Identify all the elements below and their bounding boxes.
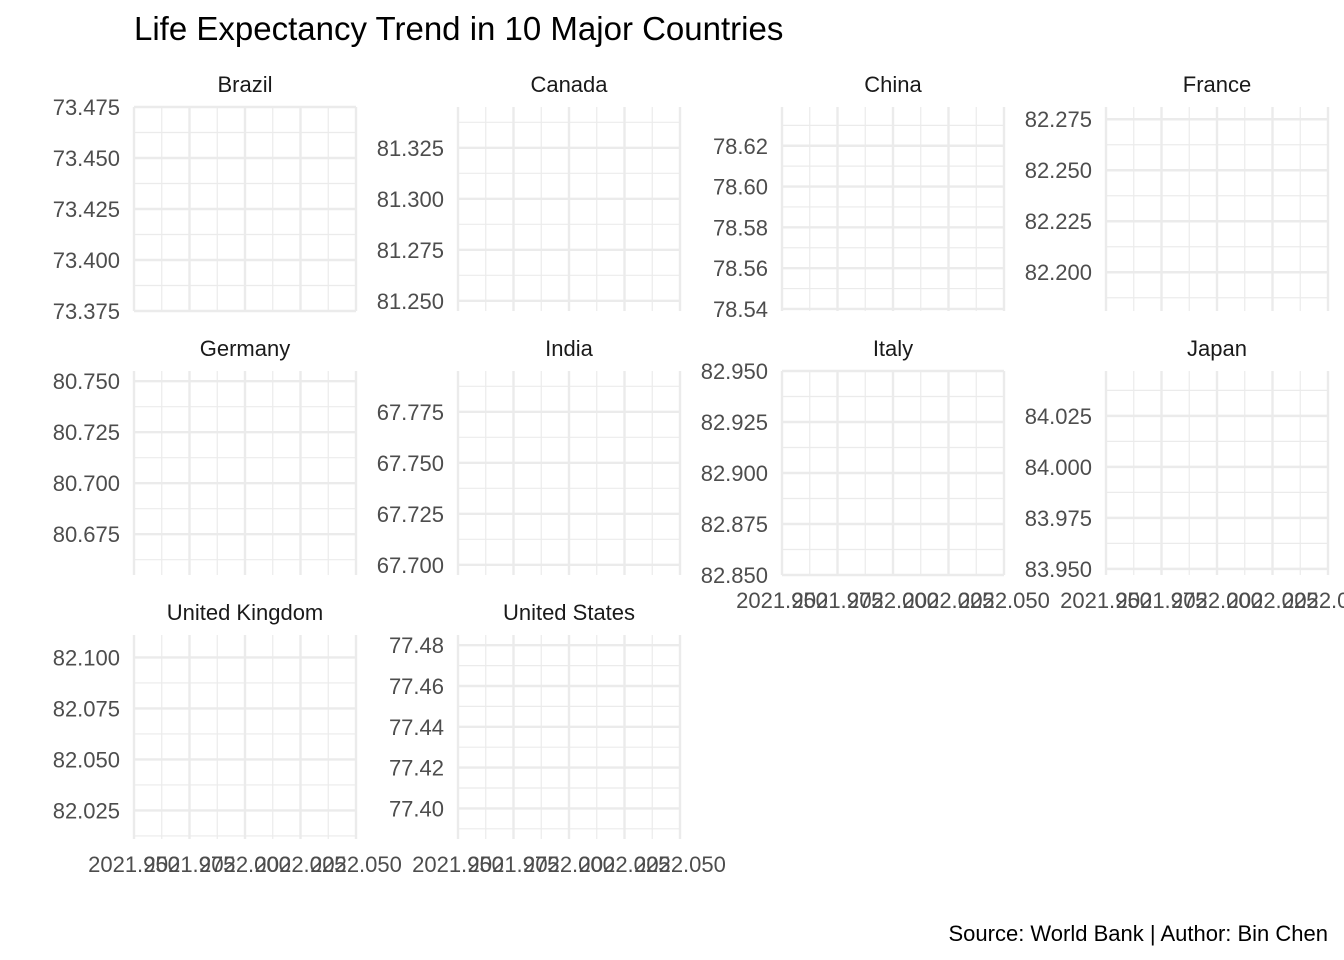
y-tick-label: 81.300 xyxy=(377,187,444,212)
y-tick-label: 82.925 xyxy=(701,410,768,435)
y-tick-label: 77.42 xyxy=(389,756,444,781)
y-tick-label: 80.700 xyxy=(53,471,120,496)
y-tick-label: 80.675 xyxy=(53,522,120,547)
x-tick-label: 2022.000 xyxy=(847,588,939,613)
facet-label-japan: Japan xyxy=(1187,336,1247,361)
facet-india: 67.700 67.725 67.750 67.775 India xyxy=(377,336,682,578)
x-tick-label: 2021.975 xyxy=(144,852,236,877)
facet-brazil: 73.375 73.400 73.425 73.450 73.475 Brazil xyxy=(53,72,358,324)
x-tick-label: 2022.000 xyxy=(523,852,615,877)
x-tick-label: 2021.975 xyxy=(468,852,560,877)
facet-italy: 82.85082.87582.90082.92582.9502021.95020… xyxy=(701,336,1050,613)
y-tick-label: 73.375 xyxy=(53,299,120,324)
y-tick-label: 77.40 xyxy=(389,796,444,821)
y-tick-label: 83.950 xyxy=(1025,557,1092,582)
y-tick-label: 84.000 xyxy=(1025,455,1092,480)
y-tick-label: 67.775 xyxy=(377,400,444,425)
x-tick-label: 2022.050 xyxy=(1282,588,1344,613)
y-tick-label: 82.025 xyxy=(53,798,120,823)
facet-label-brazil: Brazil xyxy=(217,72,272,97)
x-tick-label: 2022.000 xyxy=(199,852,291,877)
y-tick-label: 81.325 xyxy=(377,136,444,161)
facet-united-states: 77.40 77.42 77.44 77.46 77.48 2021.9502021.97… xyxy=(389,600,726,877)
y-tick-label: 77.48 xyxy=(389,633,444,658)
y-tick-label: 67.750 xyxy=(377,451,444,476)
y-tick-label: 73.400 xyxy=(53,248,120,273)
x-tick-label: 2021.975 xyxy=(792,588,884,613)
chart-caption: Source: World Bank | Author: Bin Chen xyxy=(948,921,1328,946)
y-tick-label: 81.275 xyxy=(377,238,444,263)
y-tick-label: 82.075 xyxy=(53,696,120,721)
y-tick-label: 82.900 xyxy=(701,461,768,486)
facet-label-united-kingdom: United Kingdom xyxy=(167,600,324,625)
y-tick-label: 82.275 xyxy=(1025,107,1092,132)
y-tick-label: 78.54 xyxy=(713,297,768,322)
y-tick-label: 82.225 xyxy=(1025,209,1092,234)
y-tick-label: 81.250 xyxy=(377,289,444,314)
x-tick-label: 2021.950 xyxy=(1060,588,1152,613)
facet-label-canada: Canada xyxy=(530,72,608,97)
facet-panels: 73.375 73.400 73.425 73.450 73.475 Brazil 81.2… xyxy=(53,72,1344,877)
x-tick-label: 2022.025 xyxy=(579,852,671,877)
chart-title: Life Expectancy Trend in 10 Major Countr… xyxy=(134,10,783,47)
facet-label-china: China xyxy=(864,72,922,97)
y-tick-label: 78.58 xyxy=(713,215,768,240)
y-tick-label: 67.725 xyxy=(377,502,444,527)
facet-germany: 80.675 80.700 80.725 80.750 Germany xyxy=(53,336,358,575)
facet-japan: 83.950 83.975 84.000 84.025 2021.9502021.975… xyxy=(1025,336,1344,613)
facet-label-germany: Germany xyxy=(200,336,290,361)
x-tick-label: 2022.025 xyxy=(903,588,995,613)
y-tick-label: 67.700 xyxy=(377,553,444,578)
x-tick-label: 2022.050 xyxy=(310,852,402,877)
facet-china: 78.54 78.56 78.58 78.60 78.62 China xyxy=(713,72,1006,322)
x-tick-label: 2022.025 xyxy=(1227,588,1319,613)
x-tick-label: 2021.950 xyxy=(88,852,180,877)
x-tick-label: 2022.025 xyxy=(255,852,347,877)
x-tick-label: 2022.050 xyxy=(958,588,1050,613)
facet-label-italy: Italy xyxy=(873,336,913,361)
facet-canada: 81.250 81.275 81.300 81.325 Canada xyxy=(377,72,682,314)
y-tick-label: 80.750 xyxy=(53,369,120,394)
y-tick-label: 83.975 xyxy=(1025,506,1092,531)
y-tick-label: 78.56 xyxy=(713,256,768,281)
y-tick-label: 77.46 xyxy=(389,674,444,699)
y-tick-label: 73.450 xyxy=(53,146,120,171)
y-tick-label: 77.44 xyxy=(389,715,444,740)
y-tick-label: 80.725 xyxy=(53,420,120,445)
y-tick-label: 73.475 xyxy=(53,95,120,120)
facet-label-france: France xyxy=(1183,72,1251,97)
y-tick-label: 82.250 xyxy=(1025,158,1092,183)
y-tick-label: 82.200 xyxy=(1025,260,1092,285)
y-tick-label: 82.950 xyxy=(701,359,768,384)
facet-united-kingdom: 82.025 82.050 82.075 82.100 2021.9502021.975… xyxy=(53,600,402,877)
facet-label-united-states: United States xyxy=(503,600,635,625)
facet-label-india: India xyxy=(545,336,593,361)
facet-france: 82.200 82.225 82.250 82.275 France xyxy=(1025,72,1330,311)
y-tick-label: 84.025 xyxy=(1025,404,1092,429)
y-tick-label: 73.425 xyxy=(53,197,120,222)
x-tick-label: 2022.050 xyxy=(634,852,726,877)
y-tick-label: 78.60 xyxy=(713,175,768,200)
x-tick-label: 2021.950 xyxy=(412,852,504,877)
y-tick-label: 82.875 xyxy=(701,512,768,537)
x-tick-label: 2021.950 xyxy=(736,588,828,613)
y-tick-label: 82.850 xyxy=(701,563,768,588)
y-tick-label: 78.62 xyxy=(713,134,768,159)
y-tick-label: 82.050 xyxy=(53,747,120,772)
y-tick-label: 82.100 xyxy=(53,645,120,670)
x-tick-label: 2022.000 xyxy=(1171,588,1263,613)
x-tick-label: 2021.975 xyxy=(1116,588,1208,613)
